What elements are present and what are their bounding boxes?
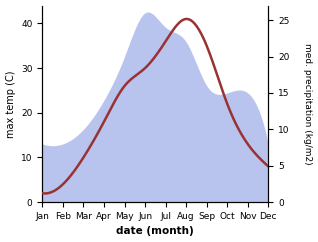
Y-axis label: med. precipitation (kg/m2): med. precipitation (kg/m2) (303, 43, 313, 165)
Y-axis label: max temp (C): max temp (C) (5, 70, 16, 138)
X-axis label: date (month): date (month) (116, 227, 194, 236)
